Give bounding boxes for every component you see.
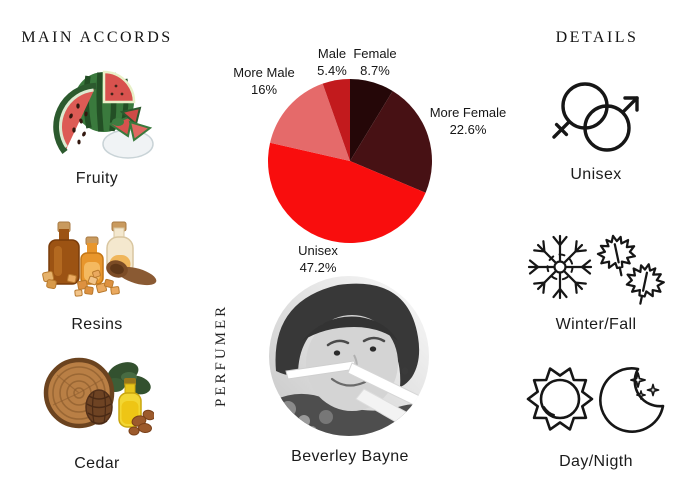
detail-label-day-night: Day/Nigth: [559, 453, 633, 470]
detail-label-unisex: Unisex: [570, 166, 622, 183]
sun-moon-icon: [526, 367, 665, 433]
snowflake-icon: [527, 234, 593, 300]
maple-leaf-icon: [621, 259, 668, 309]
cedar-wood-image: [43, 357, 154, 436]
pie-label-female: Female 8.7%: [353, 46, 397, 78]
details-header: DETAILS: [555, 29, 639, 46]
detail-label-winter-fall: Winter/Fall: [555, 316, 637, 333]
perfumer-name: Beverley Bayne: [291, 448, 409, 465]
pie-slice-more-male: [270, 83, 350, 161]
pie-label-unisex: Unisex 47.2%: [298, 243, 338, 275]
pie-slice-male: [322, 79, 350, 161]
pie-label-more-female: More Female 22.6%: [429, 105, 507, 137]
moon-icon: [599, 367, 665, 433]
perfumer-section-label: PERFUMER: [213, 303, 229, 407]
perfumer-portrait-photo: [269, 276, 429, 436]
snowflake-maple-leaves-icon: [527, 230, 668, 309]
pie-label-more-male: More Male 16%: [233, 65, 295, 97]
watermelon-image: [53, 70, 154, 159]
pie-slice-unisex: [267, 142, 426, 244]
accord-label-fruity: Fruity: [75, 170, 119, 187]
unisex-gender-icon: [552, 82, 639, 152]
main-accords-header: MAIN ACCORDS: [21, 29, 173, 46]
sun-icon: [526, 367, 594, 431]
pie-label-male: Male 5.4%: [317, 46, 347, 78]
resin-bottles-image: [42, 221, 157, 297]
pie-slice-more-female: [350, 90, 433, 193]
gender-pie-chart: [267, 79, 433, 244]
maple-leaf-icon: [593, 230, 641, 281]
accord-label-resins: Resins: [71, 316, 123, 333]
pie-slice-female: [350, 79, 393, 161]
accord-label-cedar: Cedar: [74, 455, 120, 472]
